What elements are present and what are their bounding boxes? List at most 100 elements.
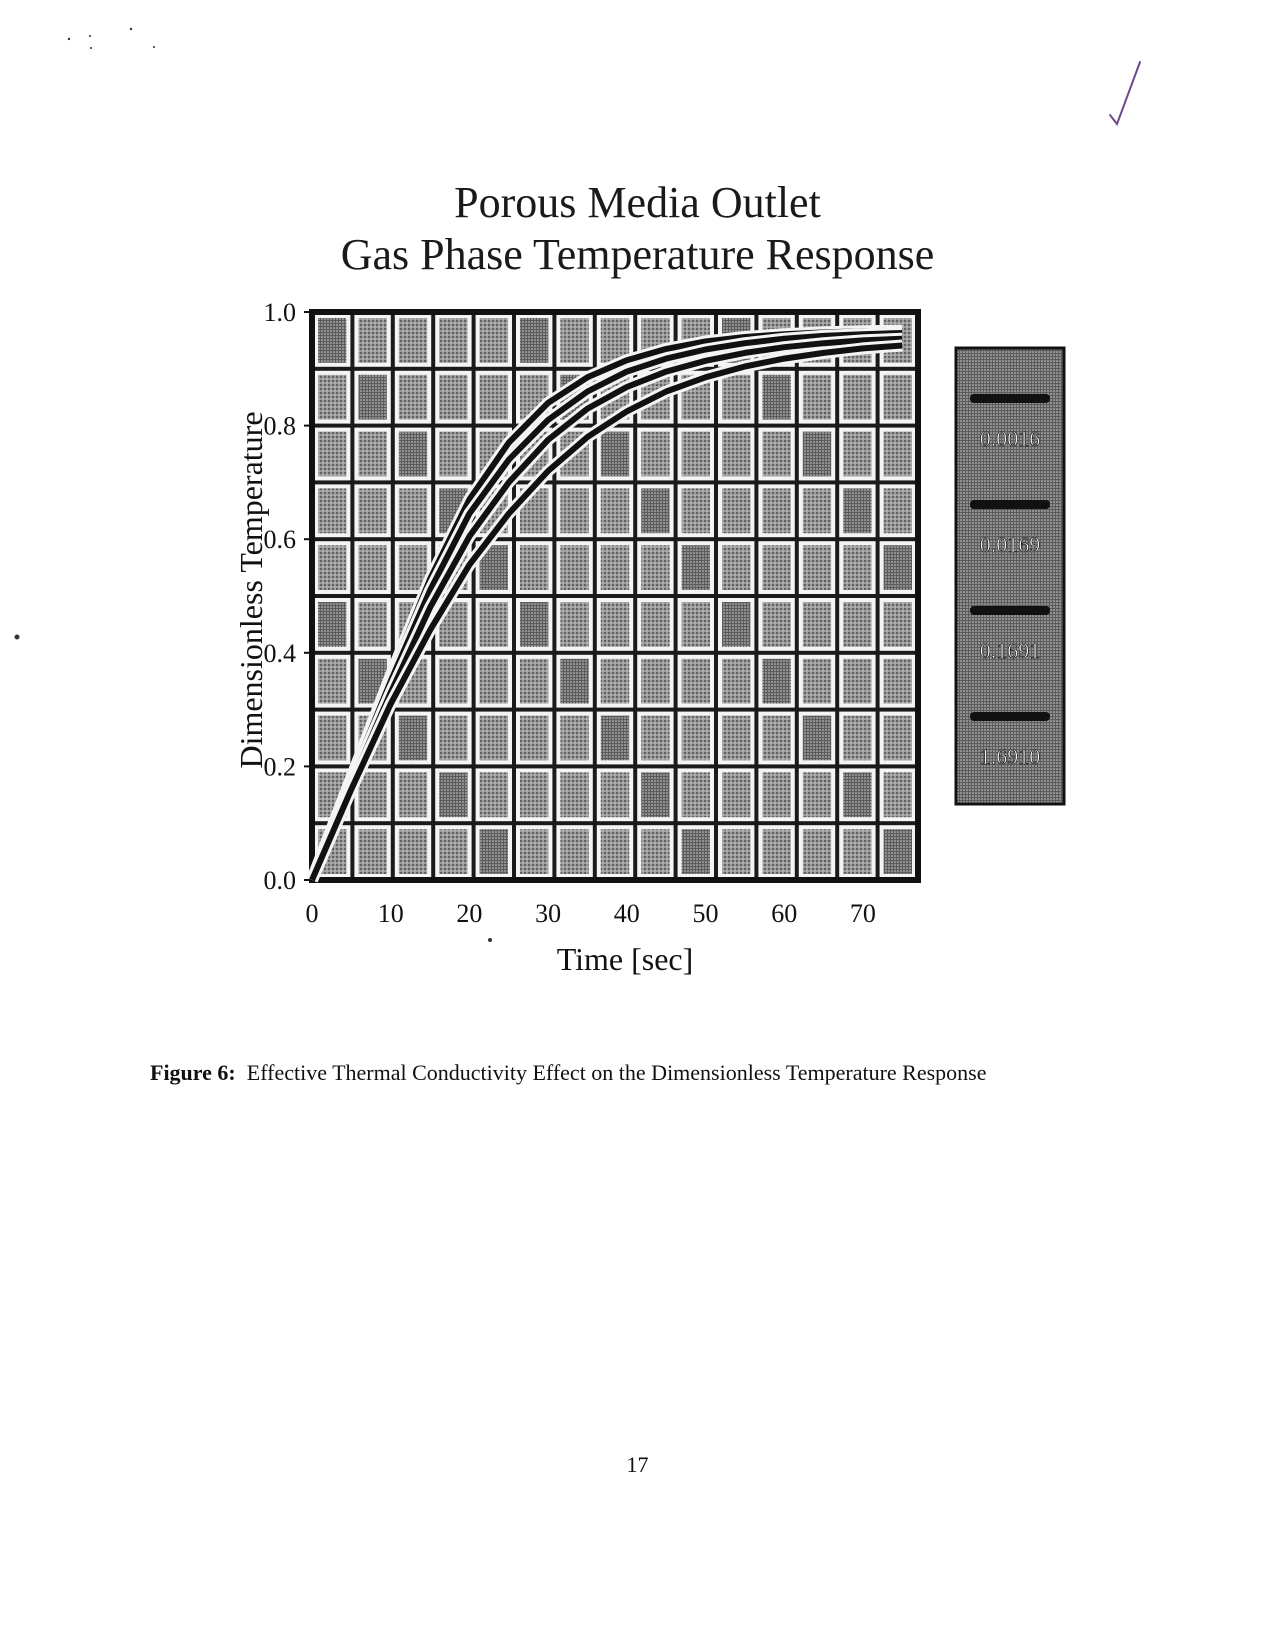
grid-cell	[722, 829, 751, 874]
grid-cell	[358, 829, 387, 874]
grid-cell	[520, 602, 549, 647]
grid-cell	[722, 715, 751, 761]
legend-label: 0.0016	[980, 426, 1041, 451]
grid-cell	[318, 318, 347, 363]
grid-cell	[802, 488, 832, 534]
y-tick-label: 0.8	[264, 412, 297, 441]
grid-cell	[439, 318, 468, 363]
grid-cell	[600, 772, 630, 818]
chart-title-line-1: Porous Media Outlet	[454, 178, 821, 227]
grid-cell	[883, 488, 912, 534]
grid-cell	[600, 545, 630, 590]
legend: 0.0016 0.0169 0.1691 1.6910	[954, 346, 1066, 806]
grid-cell	[802, 658, 832, 704]
x-tick-label: 60	[771, 899, 797, 928]
caption-label: Figure 6	[150, 1060, 229, 1085]
grid-cell	[883, 772, 912, 818]
y-tick-label: 0.6	[264, 525, 297, 554]
grid-cell	[843, 602, 872, 647]
grid-cell	[722, 488, 751, 534]
grid-cell	[560, 545, 589, 590]
x-tick-label: 10	[378, 899, 404, 928]
legend-swatch	[970, 394, 1050, 403]
grid-cell	[883, 545, 912, 590]
legend-swatch	[970, 500, 1050, 509]
grid-cell	[398, 488, 428, 534]
grid-cell	[681, 545, 710, 590]
grid-cell	[520, 772, 549, 818]
grid-cell	[843, 829, 872, 874]
grid-cell	[843, 431, 872, 477]
grid-cell	[641, 602, 670, 647]
grid-cell	[641, 772, 670, 818]
grid-cell	[560, 488, 589, 534]
grid-cell	[722, 602, 751, 647]
x-tick-label: 50	[693, 899, 719, 928]
grid-cell	[802, 772, 832, 818]
grid-cell	[762, 374, 791, 420]
y-axis-label: Dimensionless Temperature	[233, 411, 269, 768]
grid-cell	[762, 772, 791, 818]
grid-cell	[398, 829, 428, 874]
grid-cell	[883, 431, 912, 477]
grid-cell	[600, 658, 630, 704]
grid-cell	[641, 431, 670, 477]
grid-cell	[318, 431, 347, 477]
grid-cell	[641, 658, 670, 704]
grid-cell	[520, 318, 549, 363]
grid-cell	[358, 602, 387, 647]
grid-cell	[520, 545, 549, 590]
grid-cell	[681, 488, 710, 534]
grid-cell	[722, 545, 751, 590]
grid-cell	[358, 318, 387, 363]
legend-swatch	[970, 606, 1050, 615]
x-tick-label: 30	[535, 899, 561, 928]
grid-cell	[762, 545, 791, 590]
grid-cell	[318, 488, 347, 534]
plot-border	[309, 309, 921, 883]
grid-cell	[439, 658, 468, 704]
grid-cell	[883, 829, 912, 874]
grid-cell	[641, 829, 670, 874]
grid-cell	[843, 715, 872, 761]
grid-cell	[843, 772, 872, 818]
grid-cell	[843, 488, 872, 534]
grid-cell	[843, 374, 872, 420]
grid-cell	[600, 431, 630, 477]
grid-cell	[600, 715, 630, 761]
grid-cell	[762, 602, 791, 647]
grid-cell	[520, 658, 549, 704]
grid-cell	[681, 772, 710, 818]
grid-cell	[318, 602, 347, 647]
grid-cell	[762, 829, 791, 874]
grid-cell	[560, 318, 589, 363]
grid-cell	[722, 374, 751, 420]
chart: 0.0 0.2 0.4 0.6 0.8 1.0 0 10 20 30 40 50 60 70 Time …	[233, 298, 1066, 977]
grid-cell	[883, 658, 912, 704]
grid-cell	[802, 374, 832, 420]
grid-cell	[762, 715, 791, 761]
grid-cell	[762, 658, 791, 704]
page-number: 17	[626, 1452, 649, 1477]
grid-cell	[398, 772, 428, 818]
grid-cell	[520, 829, 549, 874]
grid-cell	[479, 829, 508, 874]
grid-cell	[843, 658, 872, 704]
grid-cell	[479, 715, 508, 761]
grid-cell	[802, 431, 832, 477]
grid-cell	[681, 829, 710, 874]
x-tick-label: 0	[306, 899, 319, 928]
caption-text: Effective Thermal Conductivity Effect on…	[246, 1060, 987, 1085]
grid-cell	[479, 602, 508, 647]
grid-cell	[439, 772, 468, 818]
grid-cell	[681, 431, 710, 477]
grid-cell	[641, 488, 670, 534]
plot-area	[309, 309, 921, 883]
chart-title-line-2: Gas Phase Temperature Response	[340, 230, 935, 279]
grid-cell	[439, 431, 468, 477]
grid-cell	[722, 772, 751, 818]
grid-cell	[762, 431, 791, 477]
series-line	[309, 342, 903, 882]
x-tick-label: 70	[850, 899, 876, 928]
grid-cell	[560, 715, 589, 761]
